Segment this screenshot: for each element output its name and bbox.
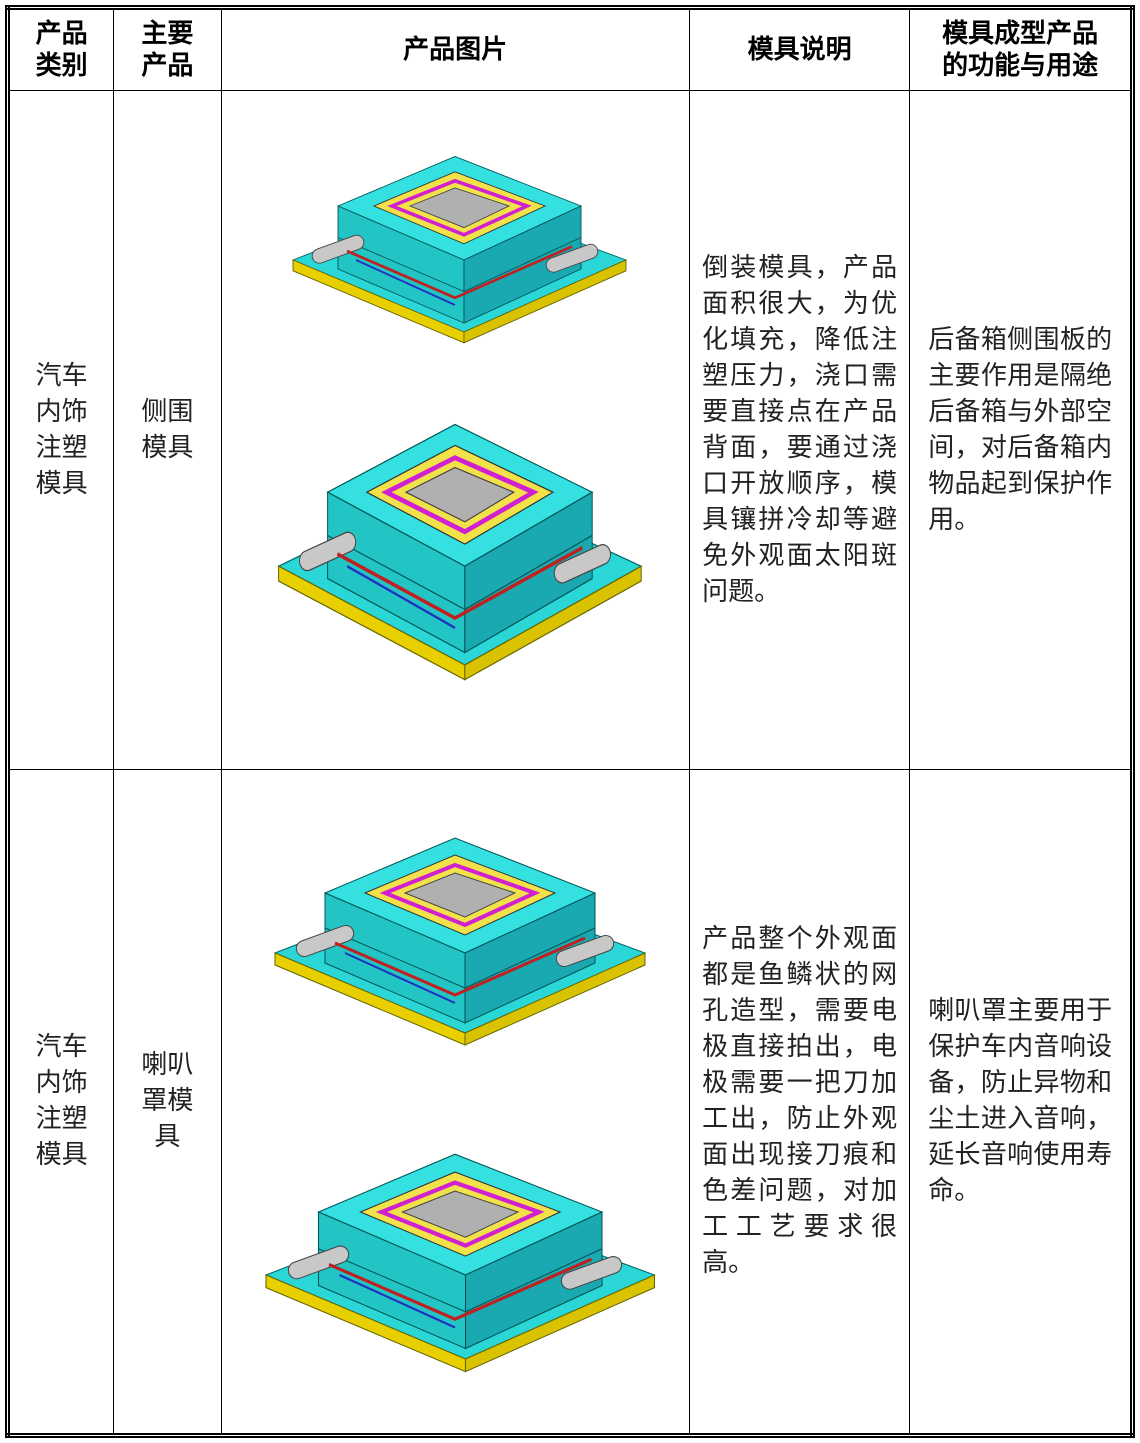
cell: 汽车内饰注塑模具 [6, 90, 115, 770]
mold-image [245, 107, 665, 377]
mold-image [245, 1089, 665, 1419]
header-text: 产品图片 [403, 35, 508, 66]
header-row: 产品类别 主要产品 产品图片 模具说明 模具成型产品的功能与用途 [6, 6, 1133, 92]
header-cell: 模具成型产品的功能与用途 [909, 6, 1133, 92]
header-cell: 产品图片 [220, 6, 690, 92]
function: 后备箱侧围板的主要作用是隔绝后备箱与外部空间，对后备箱内物品起到保护作用。 [928, 324, 1113, 535]
image-cell [220, 90, 690, 770]
mold-image [245, 383, 665, 753]
function: 喇叭罩主要用于保护车内音响设备，防止异物和尘土进入音响，延长音响使用寿命。 [928, 996, 1113, 1207]
cell: 喇叭罩模具 [113, 768, 222, 1437]
header-text: 产品类别 [35, 19, 88, 82]
cell: 倒装模具，产品面积很大，为优化填充，降低注塑压力，浇口需要直接点在产品背面，要通… [688, 90, 911, 770]
table-row: 汽车内饰注塑模具 喇叭罩模具 产品整个外观面都是鱼鳞状的网孔造型，需要电极直接拍… [6, 768, 1133, 1437]
category: 汽车内饰注塑模具 [35, 360, 88, 499]
mold-table: 产品类别 主要产品 产品图片 模具说明 模具成型产品的功能与用途 汽车内饰注塑模… [5, 5, 1135, 1438]
cell: 产品整个外观面都是鱼鳞状的网孔造型，需要电极直接拍出，电极需要一把刀加工出，防止… [688, 768, 911, 1437]
header-cell: 产品类别 [6, 6, 115, 92]
cell: 喇叭罩主要用于保护车内音响设备，防止异物和尘土进入音响，延长音响使用寿命。 [909, 768, 1133, 1437]
product: 侧围模具 [141, 396, 194, 463]
header-text: 主要产品 [141, 19, 194, 82]
category: 汽车内饰注塑模具 [35, 1032, 88, 1171]
cell: 后备箱侧围板的主要作用是隔绝后备箱与外部空间，对后备箱内物品起到保护作用。 [909, 90, 1133, 770]
mold-image [245, 783, 665, 1083]
image-cell [220, 768, 690, 1437]
header-text: 模具说明 [747, 35, 852, 66]
cell: 侧围模具 [113, 90, 222, 770]
product: 喇叭罩模具 [141, 1050, 194, 1153]
table-row: 汽车内饰注塑模具 侧围模具 倒装模具，产品面积很大，为优化填充，降低注塑压力，浇… [6, 90, 1133, 770]
description: 倒装模具，产品面积很大，为优化填充，降低注塑压力，浇口需要直接点在产品背面，要通… [702, 252, 898, 607]
cell: 汽车内饰注塑模具 [6, 768, 115, 1437]
header-cell: 模具说明 [688, 6, 911, 92]
header-text: 模具成型产品的功能与用途 [942, 19, 1099, 82]
header-cell: 主要产品 [113, 6, 222, 92]
description: 产品整个外观面都是鱼鳞状的网孔造型，需要电极直接拍出，电极需要一把刀加工出，防止… [702, 924, 898, 1279]
